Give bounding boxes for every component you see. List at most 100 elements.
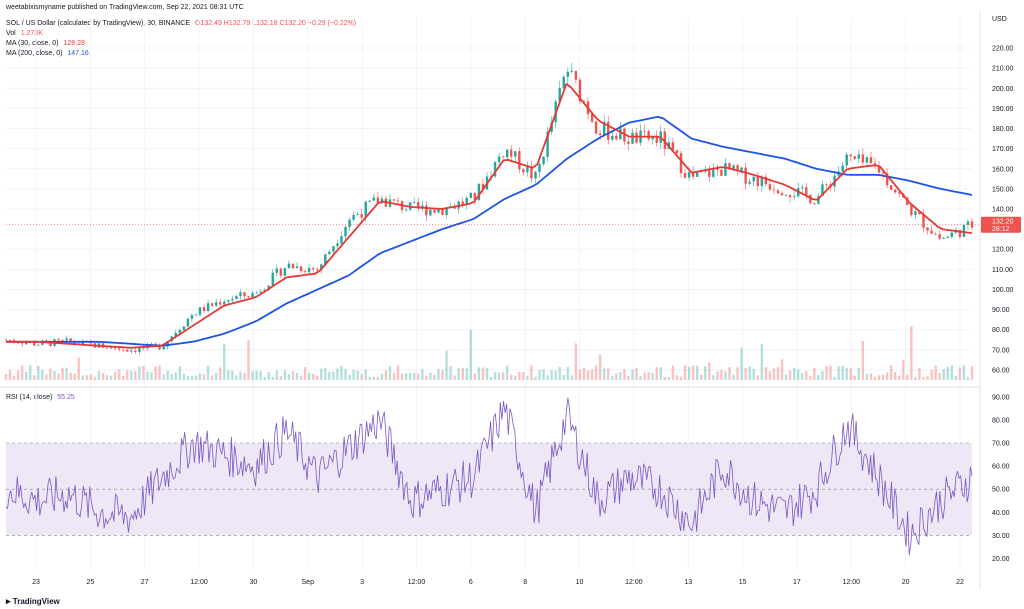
- volume-bar: [150, 372, 153, 380]
- candle-body: [295, 266, 299, 269]
- ma30-legend[interactable]: MA (30, close, 0) 128.28: [6, 40, 85, 48]
- ma200-legend[interactable]: MA (200, close, 0) 147.16: [6, 50, 89, 58]
- price-tick-label: 220.00: [992, 46, 1014, 53]
- candle-body: [611, 135, 614, 140]
- volume-legend[interactable]: Vol 1.273K: [6, 30, 43, 38]
- candle-body: [574, 70, 578, 80]
- candle-body: [336, 243, 339, 247]
- volume-bar: [421, 368, 424, 380]
- tradingview-logo[interactable]: ▸ TradingView: [6, 596, 60, 607]
- volume-bar: [869, 373, 873, 380]
- candle-body: [671, 142, 675, 151]
- candle-body: [784, 195, 788, 196]
- volume-bar: [16, 370, 20, 380]
- candle-body: [33, 341, 36, 346]
- candle-body: [320, 264, 323, 271]
- candle-body: [675, 150, 679, 154]
- volume-bar: [251, 371, 254, 380]
- volume-bar: [764, 367, 768, 380]
- candle-body: [922, 214, 925, 228]
- candle-body: [255, 292, 258, 294]
- candle-body: [275, 268, 279, 273]
- volume-bar: [752, 369, 755, 380]
- volume-bar: [485, 368, 489, 380]
- volume-bar: [934, 365, 937, 380]
- moving-averages: [6, 83, 973, 349]
- candle-body: [732, 165, 735, 170]
- volume-bar: [849, 368, 852, 380]
- candle-body: [501, 156, 505, 158]
- candle-body: [37, 344, 40, 346]
- volume-bar: [942, 368, 945, 380]
- volume-bar: [388, 366, 392, 380]
- volume-bar: [413, 372, 416, 380]
- last-price-badge-value: 132.20: [992, 219, 1014, 226]
- volume-bar: [898, 375, 901, 380]
- volume-bar: [695, 365, 699, 380]
- rsi-axis[interactable]: 90.00 80.00 70.00 60.00 50.00 40.00 30.00 20.00: [992, 394, 1010, 563]
- volume-bar: [348, 374, 351, 380]
- volume-bar: [283, 369, 287, 380]
- candle-body: [651, 136, 654, 140]
- candle-body: [546, 131, 549, 157]
- candle-body: [235, 296, 238, 299]
- volume-bar: [61, 367, 64, 380]
- volume-bar: [20, 365, 24, 380]
- volume-bar: [784, 374, 788, 380]
- volume-bar: [477, 367, 481, 380]
- candle-body: [126, 349, 129, 352]
- candle-body: [558, 88, 561, 102]
- volume-bar: [825, 365, 828, 380]
- price-tick-label: 210.00: [992, 66, 1014, 73]
- candle-body: [740, 167, 743, 171]
- candle-body: [190, 315, 194, 319]
- time-axis[interactable]: 23 25 27 12:00 30 Sep 3 12:00 6 8 10 12:00 13 15 17 12:…: [32, 579, 964, 586]
- volume-bar: [841, 365, 844, 380]
- candle-body: [720, 169, 723, 176]
- volume-bar: [530, 365, 533, 380]
- volume-bar: [336, 368, 339, 380]
- candle-body: [251, 292, 254, 298]
- candle-body: [780, 193, 784, 196]
- candle-body: [809, 194, 812, 204]
- candle-body: [615, 135, 618, 140]
- price-tick-label: 140.00: [992, 207, 1014, 214]
- candle-body: [239, 292, 242, 297]
- volume-bar: [352, 369, 355, 380]
- candle-body: [150, 343, 153, 345]
- candle-body: [647, 131, 650, 140]
- volume-bar: [837, 366, 840, 380]
- volume-bar: [243, 372, 246, 380]
- price-axis[interactable]: USD 220.00 210.00 200.00 190.00 180.00 170.00 1…: [992, 16, 1014, 374]
- volume-bar: [332, 371, 335, 380]
- volume-bar: [724, 371, 727, 380]
- candle-body: [417, 202, 420, 209]
- symbol-legend[interactable]: SOL / US Dollar (calculated by TradingVi…: [6, 20, 356, 28]
- candle-body: [473, 192, 477, 201]
- time-tick-label: 12:00: [190, 579, 208, 586]
- volume-bar: [130, 370, 133, 380]
- candle-body: [914, 211, 917, 216]
- volume-bar: [117, 369, 121, 380]
- rsi-legend[interactable]: RSI (14, close) 55.25: [6, 394, 75, 402]
- volume-bar: [526, 375, 529, 380]
- time-tick-label: 22: [956, 579, 964, 586]
- volume-bar: [497, 372, 501, 380]
- tradingview-logo-icon: ▸: [6, 596, 11, 606]
- rsi-tick-label: 50.00: [992, 487, 1010, 494]
- volume-bar: [29, 365, 32, 380]
- candle-body: [198, 307, 202, 315]
- candle-body: [619, 128, 622, 140]
- candle-body: [885, 173, 889, 186]
- volume-bar: [493, 371, 497, 380]
- volume-bar: [902, 360, 905, 380]
- candle-body: [477, 183, 481, 201]
- volume-bar: [962, 365, 966, 380]
- volume-bar: [41, 369, 44, 380]
- volume-bar: [518, 371, 521, 380]
- rsi-tick-label: 30.00: [992, 533, 1010, 540]
- candle-body: [425, 205, 428, 216]
- volume-bar: [392, 373, 396, 380]
- candle-body: [210, 303, 214, 306]
